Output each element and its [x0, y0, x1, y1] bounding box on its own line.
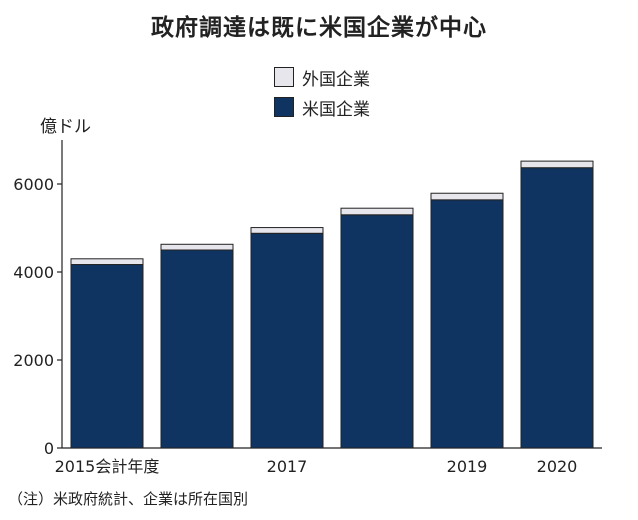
x-tick-label: 2015会計年度	[55, 457, 160, 476]
legend-item-foreign: 外国企業	[274, 66, 370, 90]
bar-us-company	[340, 214, 414, 449]
legend-label-foreign: 外国企業	[302, 69, 370, 90]
bar-us-company	[250, 232, 324, 449]
x-tick-label: 2017	[267, 457, 308, 476]
bar-us-company	[70, 264, 144, 449]
y-tick-label: 2000	[13, 351, 54, 370]
y-axis-unit-label: 億ドル	[40, 117, 91, 137]
legend-label-us: 米国企業	[302, 99, 370, 120]
y-tick-label: 0	[44, 439, 54, 458]
legend-item-us: 米国企業	[274, 96, 370, 120]
legend-swatch-foreign	[274, 67, 294, 87]
x-tick-label: 2019	[447, 457, 488, 476]
footnote: （注）米政府統計、企業は所在国別	[8, 490, 249, 508]
bar-us-company	[520, 167, 594, 449]
bar-foreign-company	[430, 192, 504, 201]
bar-us-company	[160, 249, 234, 449]
x-tick-label: 2020	[537, 457, 578, 476]
bar-foreign-company	[250, 227, 324, 234]
bar-foreign-company	[70, 258, 144, 266]
bar-foreign-company	[520, 160, 594, 169]
bar-foreign-company	[340, 207, 414, 216]
y-tick-label: 6000	[13, 175, 54, 194]
bar-foreign-company	[160, 243, 234, 251]
chart-title: 政府調達は既に米国企業が中心	[151, 15, 487, 41]
y-tick-label: 4000	[13, 263, 54, 282]
bar-us-company	[430, 199, 504, 449]
legend-swatch-us	[274, 97, 294, 117]
